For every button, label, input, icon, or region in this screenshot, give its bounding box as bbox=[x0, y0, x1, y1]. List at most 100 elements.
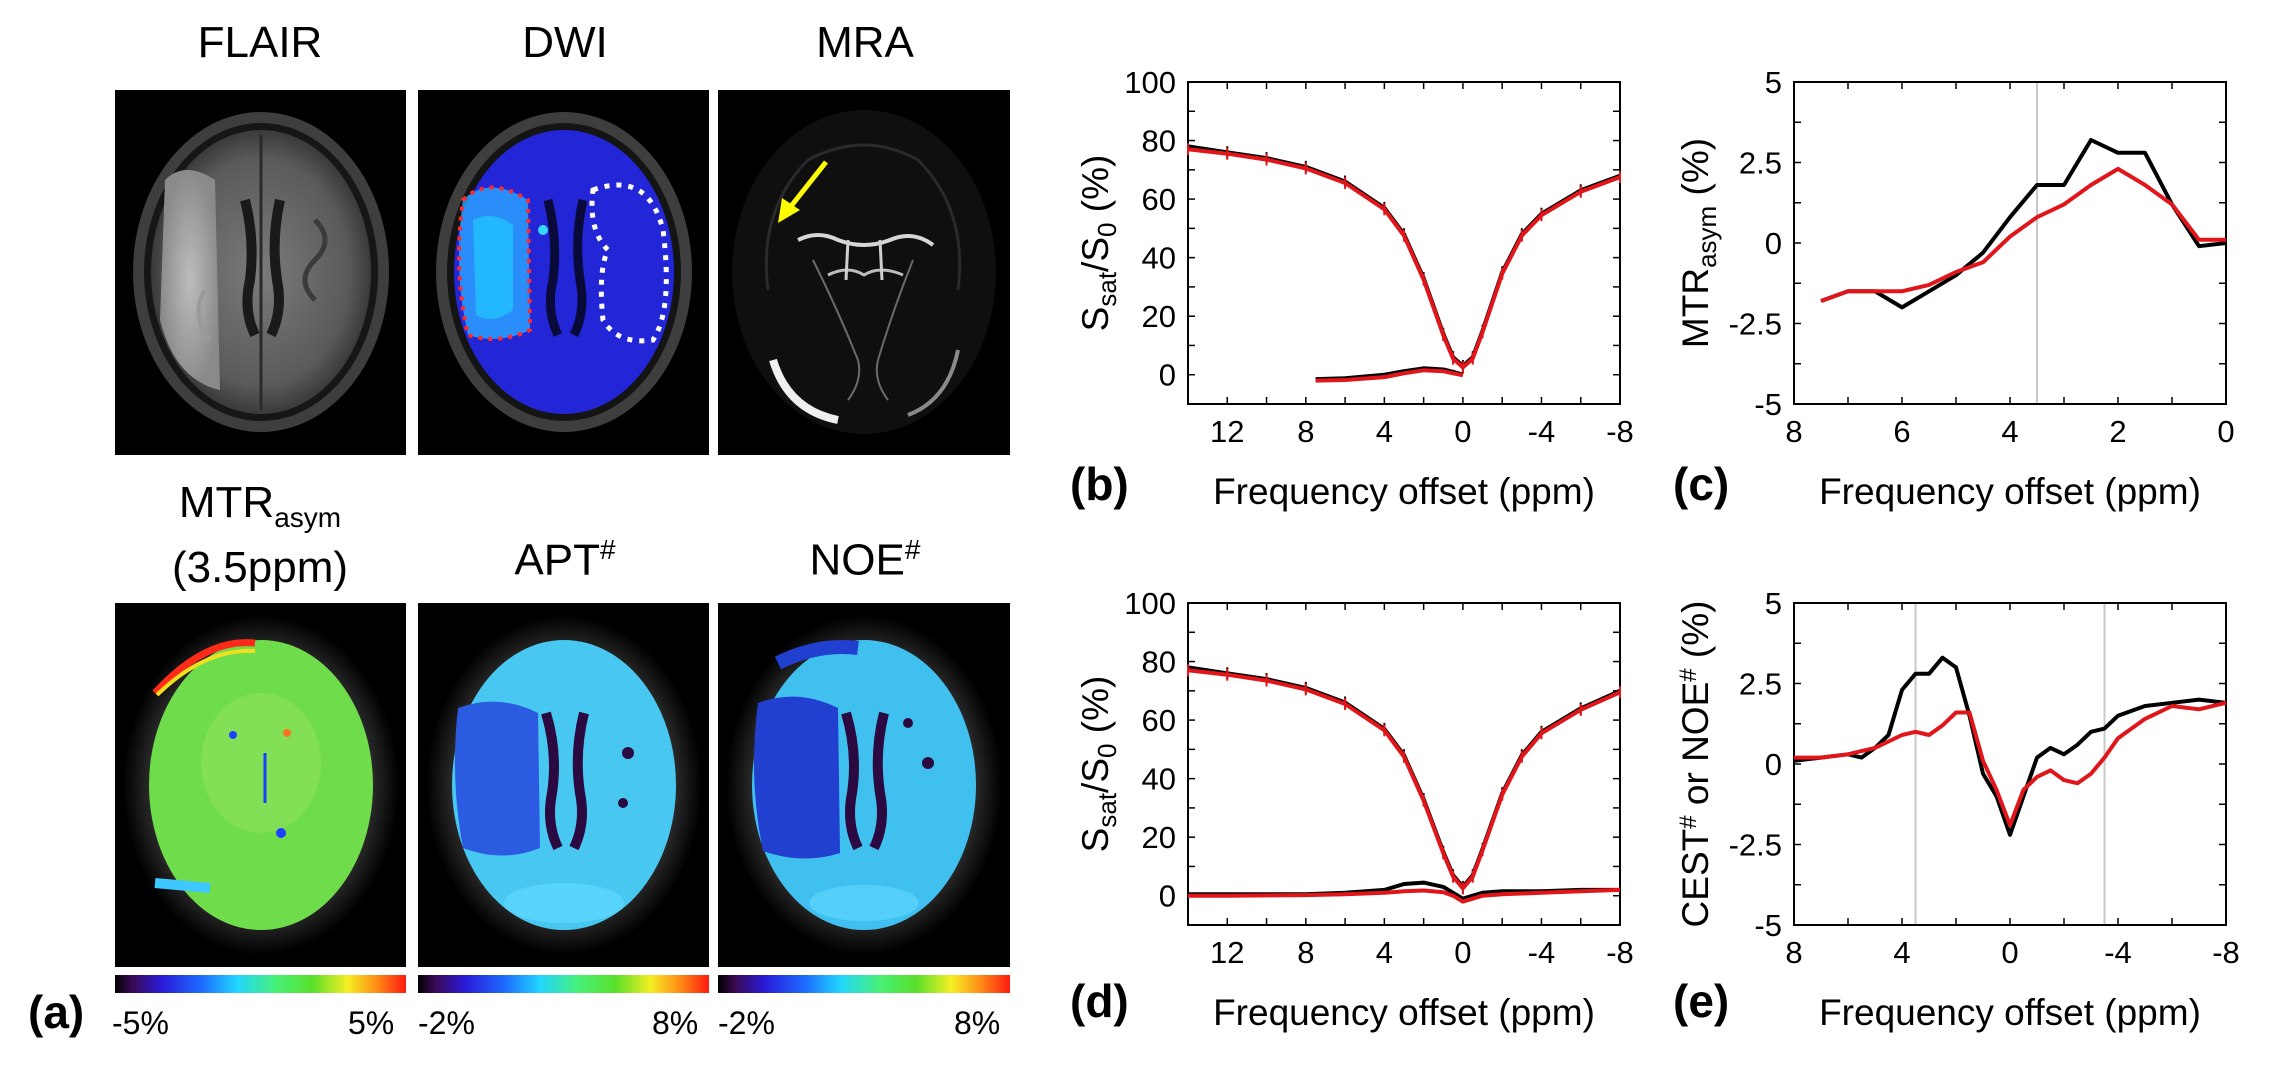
ytick-label: 5 bbox=[1765, 65, 1782, 100]
ytick-label: 0 bbox=[1159, 358, 1176, 393]
ytick-label: 80 bbox=[1142, 124, 1176, 159]
colorbar-apt bbox=[418, 975, 709, 993]
xtick-label: -8 bbox=[2212, 935, 2240, 970]
y-axis-label: Ssat/S0 (%) bbox=[1075, 155, 1122, 332]
xtick-label: 12 bbox=[1210, 935, 1244, 970]
panel-label-a: (a) bbox=[28, 986, 85, 1038]
xtick-label: 0 bbox=[2001, 935, 2018, 970]
title-apt-main: APT bbox=[514, 535, 600, 585]
colorbar-noe bbox=[718, 975, 1010, 993]
ytick-label: 20 bbox=[1142, 820, 1176, 855]
xtick-label: -4 bbox=[2104, 935, 2132, 970]
series-line-0 bbox=[1793, 655, 2227, 837]
x-axis-label: Frequency offset (ppm) bbox=[1819, 992, 2201, 1033]
x-axis-label: Frequency offset (ppm) bbox=[1213, 992, 1595, 1033]
title-mtr-asym: MTRasym (3.5ppm) bbox=[115, 478, 405, 593]
ytick-label: 0 bbox=[1159, 879, 1176, 914]
series-line-3 bbox=[1188, 887, 1621, 904]
xtick-label: 0 bbox=[1454, 935, 1471, 970]
title-dwi: DWI bbox=[522, 18, 608, 67]
colorbar-noe-min: -2% bbox=[718, 1005, 775, 1041]
panel-label-c: (c) bbox=[1673, 458, 1729, 510]
title-mtr-main: MTR bbox=[178, 478, 275, 527]
yellow-arrow-icon bbox=[778, 160, 828, 223]
xtick-label: 4 bbox=[2001, 414, 2018, 449]
dwi-image bbox=[418, 90, 709, 455]
xtick-label: -4 bbox=[1528, 935, 1556, 970]
xtick-label: 4 bbox=[1893, 935, 1910, 970]
title-mra: MRA bbox=[816, 18, 914, 67]
xtick-label: 4 bbox=[1376, 935, 1393, 970]
title-noe-main: NOE bbox=[809, 535, 905, 585]
panel-label-d: (d) bbox=[1070, 975, 1129, 1027]
xtick-label: -8 bbox=[1606, 935, 1634, 970]
y-axis-label: MTRasym (%) bbox=[1675, 138, 1722, 348]
title-flair: FLAIR bbox=[197, 18, 323, 67]
flair-image bbox=[115, 90, 406, 455]
y-axis-label: CEST# or NOE# (%) bbox=[1675, 601, 1716, 928]
ytick-label: 2.5 bbox=[1739, 146, 1782, 181]
title-noe-hash: # bbox=[904, 534, 921, 565]
plot-frame bbox=[1793, 602, 2227, 926]
title-mtr-ppm: (3.5ppm) bbox=[171, 542, 349, 592]
title-apt: APT# bbox=[420, 534, 710, 586]
plot-frame bbox=[1187, 602, 1621, 926]
ytick-label: -2.5 bbox=[1729, 828, 1782, 863]
plot-frame bbox=[1187, 81, 1621, 405]
ytick-label: 80 bbox=[1142, 645, 1176, 680]
xtick-label: -4 bbox=[1528, 414, 1556, 449]
ytick-label: -5 bbox=[1754, 908, 1782, 943]
ytick-label: 0 bbox=[1765, 226, 1782, 261]
ytick-label: -5 bbox=[1754, 387, 1782, 422]
x-axis-label: Frequency offset (ppm) bbox=[1213, 471, 1595, 512]
title-mtr-sub: asym bbox=[274, 501, 342, 533]
ytick-label: 0 bbox=[1765, 747, 1782, 782]
xtick-label: 12 bbox=[1210, 414, 1244, 449]
series-line-0 bbox=[1820, 138, 2227, 310]
apt-map bbox=[418, 603, 709, 967]
series-line-3 bbox=[1315, 368, 1464, 383]
ytick-label: 100 bbox=[1124, 65, 1176, 100]
xtick-label: 8 bbox=[1785, 935, 1802, 970]
xtick-label: 0 bbox=[1454, 414, 1471, 449]
xtick-label: 0 bbox=[2217, 414, 2234, 449]
series-line-1 bbox=[1794, 700, 2227, 828]
ytick-label: 40 bbox=[1142, 241, 1176, 276]
ytick-label: 60 bbox=[1142, 703, 1176, 738]
ytick-label: 2.5 bbox=[1739, 667, 1782, 702]
series-line-1 bbox=[1187, 147, 1621, 370]
colorbar-mtr-max: 5% bbox=[348, 1005, 395, 1041]
ytick-label: 100 bbox=[1124, 586, 1176, 621]
noe-map bbox=[718, 603, 1010, 967]
colorbar-noe-max: 8% bbox=[954, 1005, 1001, 1041]
ytick-label: 40 bbox=[1142, 762, 1176, 797]
xtick-label: 2 bbox=[2109, 414, 2126, 449]
chart-c: 5 2.5 0 -2.5 -58 6 4 2 0 Frequency offset (ppm) MT… bbox=[1673, 65, 2235, 512]
colorbar-mtr-min: -5% bbox=[112, 1005, 169, 1041]
colorbar-mtr bbox=[115, 975, 406, 993]
colorbar-apt-max: 8% bbox=[652, 1005, 699, 1041]
title-noe: NOE# bbox=[720, 534, 1010, 586]
xtick-label: 8 bbox=[1297, 414, 1314, 449]
ytick-label: -2.5 bbox=[1729, 307, 1782, 342]
xtick-label: 6 bbox=[1893, 414, 1910, 449]
panel-label-e: (e) bbox=[1673, 975, 1729, 1027]
xtick-label: 8 bbox=[1785, 414, 1802, 449]
series-line-1 bbox=[1187, 668, 1621, 891]
series-line-0 bbox=[1187, 144, 1621, 368]
mra-image bbox=[718, 90, 1010, 455]
ytick-label: 60 bbox=[1142, 182, 1176, 217]
series-line-1 bbox=[1820, 166, 2226, 303]
mtr-asym-map bbox=[115, 603, 406, 967]
xtick-label: 4 bbox=[1376, 414, 1393, 449]
x-axis-label: Frequency offset (ppm) bbox=[1819, 471, 2201, 512]
plot-frame bbox=[1793, 81, 2227, 405]
y-axis-label: Ssat/S0 (%) bbox=[1075, 676, 1122, 853]
ytick-label: 20 bbox=[1142, 299, 1176, 334]
series-line-0 bbox=[1187, 665, 1621, 889]
panel-label-b: (b) bbox=[1070, 458, 1129, 510]
title-apt-hash: # bbox=[600, 534, 616, 565]
